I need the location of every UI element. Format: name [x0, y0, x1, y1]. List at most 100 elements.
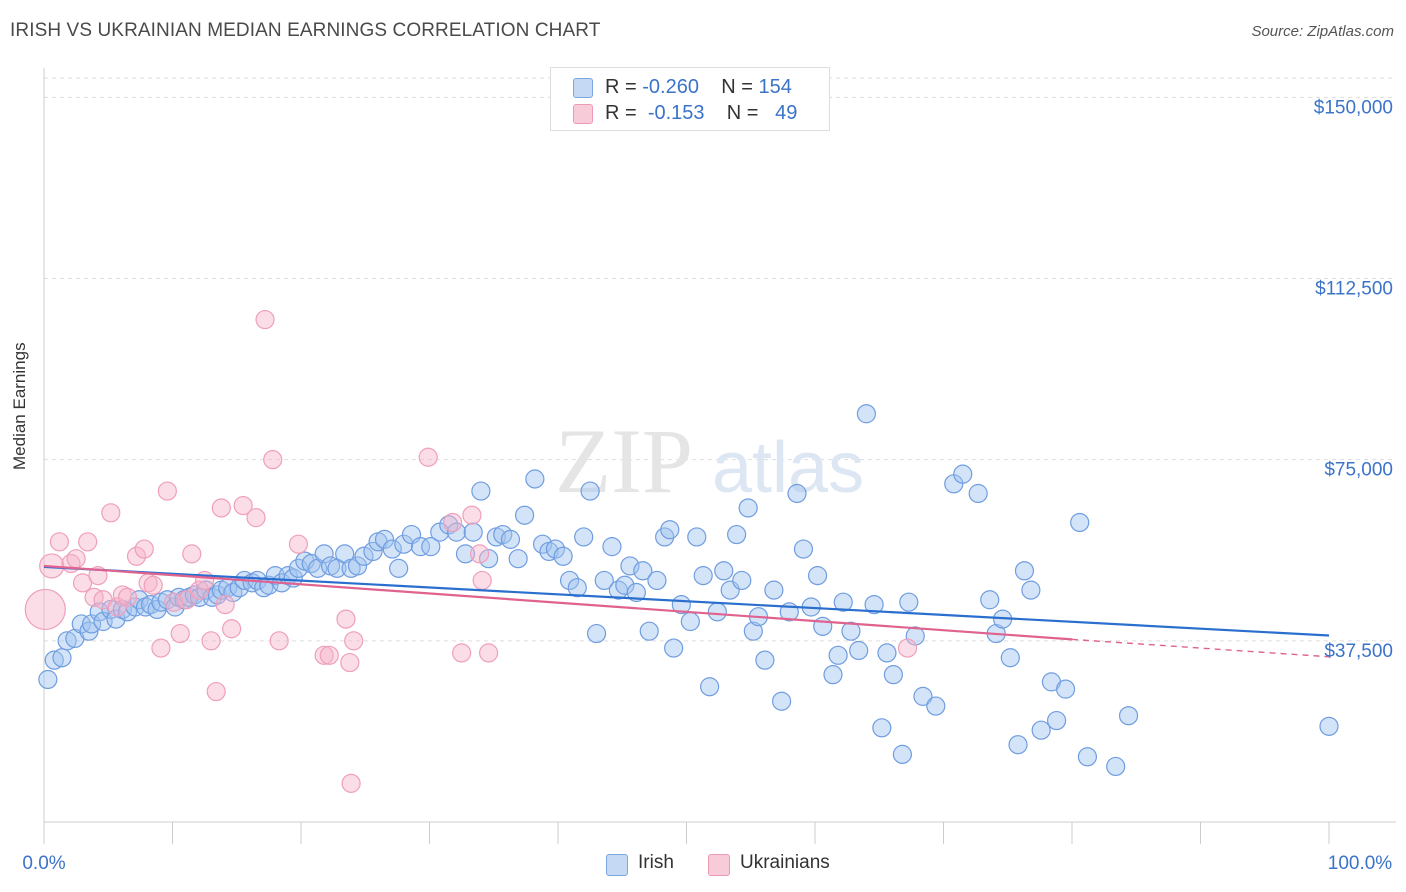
irish-point: [883, 665, 903, 685]
ukrainian-point: [143, 575, 163, 595]
ukrainian-point: [336, 609, 356, 629]
n-label: N =: [721, 76, 753, 98]
irish-point: [44, 650, 64, 670]
irish-point: [463, 522, 483, 542]
ukrainian-points: [24, 309, 918, 793]
irish-point: [514, 505, 535, 525]
irish-point: [1077, 747, 1098, 767]
irish-point: [421, 537, 441, 557]
ukrainian-point: [897, 638, 918, 658]
irish-point: [89, 602, 109, 622]
r-label: R =: [605, 76, 637, 98]
ukrainian-point: [255, 309, 275, 330]
tick-labels: $37,500 $75,000 $112,500 $150,000 0.0% 100.0%: [22, 97, 1393, 874]
irish-legend-swatch: [606, 854, 628, 876]
ukrainian-point: [246, 508, 266, 528]
irish-point: [455, 544, 476, 564]
irish-point: [849, 640, 869, 661]
ukrainian-point: [418, 447, 438, 467]
ukrainian-point: [189, 580, 210, 600]
ukrainian-point: [479, 643, 499, 663]
irish-point: [1014, 561, 1035, 581]
ukrainian-point: [233, 495, 253, 516]
ukrainian-point: [201, 631, 221, 651]
ukrainian-point: [24, 588, 66, 631]
irish-point: [680, 611, 700, 632]
irish-point: [553, 546, 573, 566]
ukrainian-point: [470, 544, 490, 564]
irish-swatch: [573, 78, 593, 98]
ukrainians-legend-label: Ukrainians: [740, 852, 830, 873]
ukrainian-point: [170, 623, 190, 644]
ukrainian-point: [452, 643, 472, 663]
ukrainian-point: [462, 505, 482, 525]
irish-point: [179, 587, 199, 607]
ukrainian-point: [211, 498, 231, 518]
irish-point: [980, 590, 1000, 610]
ukrainian-point: [288, 534, 309, 554]
irish-point: [755, 650, 775, 670]
ukrainian-point: [340, 652, 360, 673]
ukrainian-point: [101, 503, 121, 523]
ukrainian-point: [66, 549, 86, 569]
irish-point: [196, 580, 216, 600]
irish-point: [727, 524, 747, 545]
irish-point: [354, 546, 374, 566]
irish-point: [559, 570, 580, 591]
y-tick-label: $150,000: [1314, 97, 1393, 118]
irish-point: [594, 570, 614, 591]
irish-point: [81, 614, 102, 634]
ukrainians-legend-swatch: [708, 854, 730, 876]
irish-point: [687, 527, 707, 547]
ukrainian-point: [269, 631, 289, 651]
ukrainian-point: [263, 450, 283, 470]
irish-point: [700, 677, 720, 697]
irish-point: [1008, 735, 1028, 755]
irish-point: [410, 537, 431, 557]
irish-point: [38, 669, 58, 690]
correlation-legend: R = -0.260 N = 154 R = -0.153 N = 49: [550, 67, 830, 131]
irish-point: [787, 483, 807, 504]
y-tick-label: $112,500: [1315, 278, 1393, 299]
n-label: N =: [726, 102, 759, 124]
ukrainian-point: [344, 631, 364, 651]
ukrainian-point: [314, 645, 334, 665]
irish-point: [52, 648, 72, 668]
irish-point: [892, 744, 912, 764]
irish-point: [615, 575, 635, 595]
irish-point: [793, 539, 814, 559]
ukrainian-point: [222, 619, 242, 639]
ukrainian-point: [126, 546, 147, 566]
irish-point: [926, 696, 946, 716]
ukrainian-point: [319, 645, 339, 665]
irish-point: [633, 561, 653, 581]
irish-point: [639, 621, 659, 641]
watermark-zip: ZIP: [555, 410, 693, 512]
irish-point: [288, 558, 309, 578]
irish-point: [508, 549, 528, 569]
source-label: Source: ZipAtlas.com: [1251, 23, 1394, 40]
trend-lines: [43, 564, 1330, 658]
ukrainian-trend-line: [43, 564, 1073, 641]
ukrainian-point: [177, 590, 197, 610]
irish-n-value: 154: [758, 76, 792, 98]
irish-point: [1118, 706, 1139, 726]
irish-point: [602, 537, 622, 557]
irish-point: [471, 481, 491, 501]
irish-point: [620, 556, 640, 576]
irish-point: [1106, 756, 1126, 777]
irish-point: [743, 621, 763, 641]
irish-point: [1000, 648, 1020, 668]
irish-point: [714, 561, 734, 581]
irish-point: [1046, 710, 1067, 731]
irish-r-value: -0.260: [642, 76, 699, 98]
irish-point: [374, 529, 395, 549]
irish-point: [899, 592, 919, 612]
irish-point: [764, 580, 784, 600]
irish-point: [664, 638, 684, 658]
irish-point: [872, 718, 892, 738]
irish-point: [953, 464, 973, 484]
irish-point: [500, 529, 521, 549]
irish-point: [71, 614, 91, 634]
